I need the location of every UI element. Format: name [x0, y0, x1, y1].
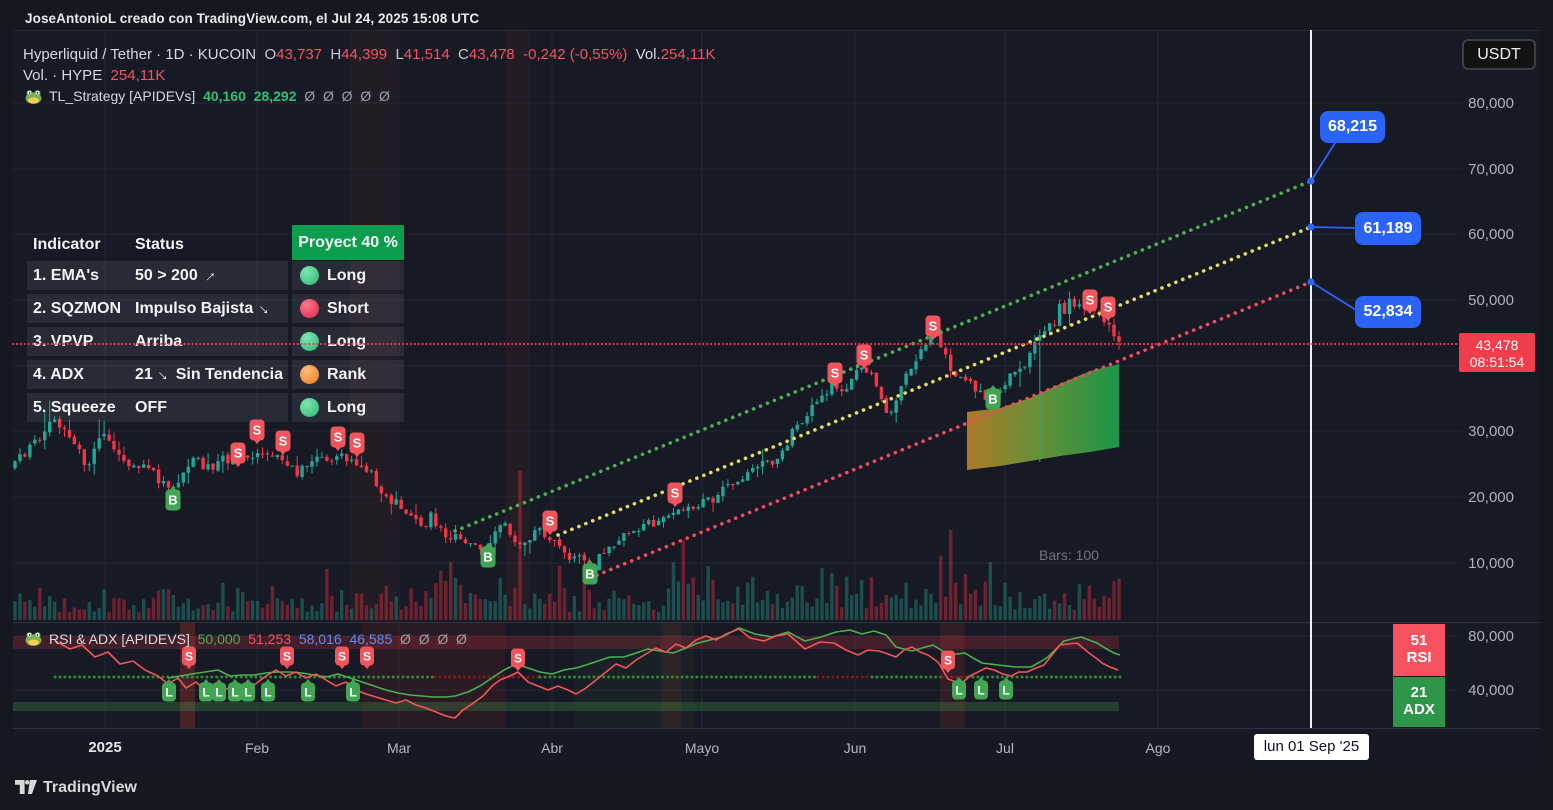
svg-text:L: L: [304, 685, 311, 699]
svg-text:L: L: [349, 685, 356, 699]
svg-text:L: L: [244, 685, 251, 699]
svg-text:S: S: [253, 423, 262, 438]
svg-text:S: S: [338, 649, 346, 663]
svg-text:S: S: [283, 649, 291, 663]
svg-text:L: L: [215, 685, 222, 699]
svg-text:B: B: [988, 392, 997, 407]
svg-text:S: S: [363, 649, 371, 663]
svg-text:B: B: [585, 567, 594, 582]
svg-text:B: B: [168, 493, 177, 508]
svg-text:L: L: [231, 685, 238, 699]
svg-text:S: S: [671, 486, 680, 501]
svg-text:L: L: [955, 683, 962, 697]
svg-text:S: S: [944, 653, 952, 667]
svg-text:S: S: [929, 319, 938, 334]
svg-text:L: L: [165, 685, 172, 699]
svg-text:S: S: [831, 366, 840, 381]
svg-text:S: S: [514, 651, 522, 665]
svg-text:S: S: [1086, 293, 1095, 308]
svg-text:S: S: [334, 430, 343, 445]
svg-text:L: L: [1002, 683, 1009, 697]
svg-text:S: S: [353, 436, 362, 451]
svg-text:S: S: [1104, 300, 1113, 315]
svg-text:L: L: [264, 685, 271, 699]
svg-text:S: S: [234, 446, 243, 461]
svg-text:L: L: [977, 683, 984, 697]
svg-text:S: S: [860, 348, 869, 363]
svg-text:S: S: [185, 649, 193, 663]
svg-text:B: B: [483, 550, 492, 565]
svg-text:S: S: [279, 434, 288, 449]
svg-text:L: L: [202, 685, 209, 699]
svg-text:S: S: [546, 514, 555, 529]
